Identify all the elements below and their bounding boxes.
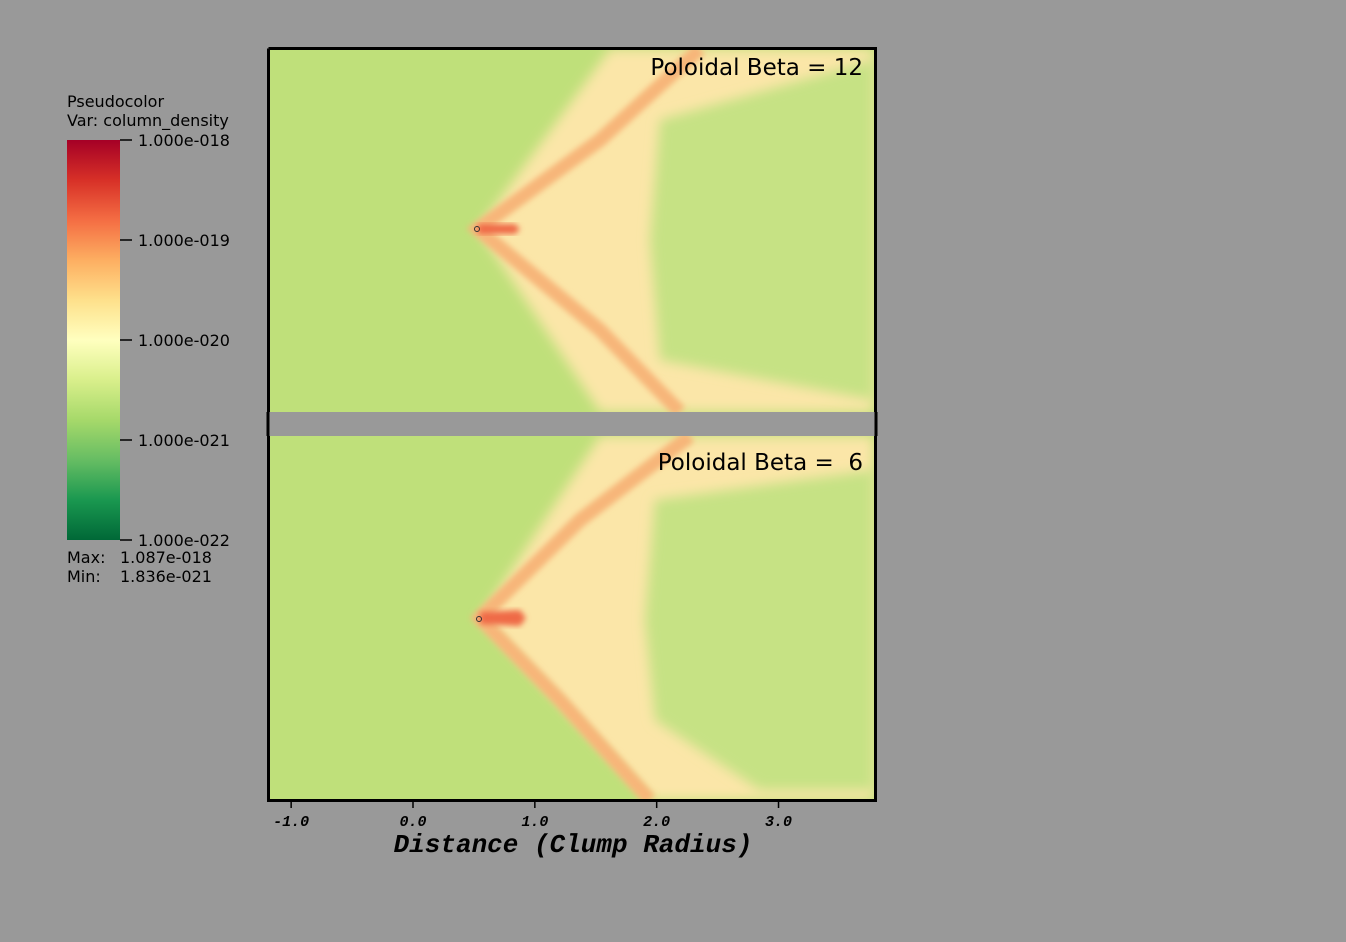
panel-image	[270, 436, 874, 800]
colorbar-tick-label: 1.000e-021	[138, 431, 230, 450]
colorbar-tick-label: 1.000e-022	[138, 531, 230, 550]
legend-variable: Var: column_density	[67, 111, 229, 131]
panel-gap	[268, 412, 876, 436]
colorbar	[67, 140, 120, 540]
frame	[267, 47, 877, 802]
x-tick-label: 2.0	[643, 814, 670, 831]
panel-title: Poloidal Beta = 6	[658, 450, 863, 476]
panel-title: Poloidal Beta = 12	[650, 55, 863, 81]
x-tick-label: 0.0	[399, 814, 426, 831]
x-tick-label: 1.0	[521, 814, 548, 831]
legend-title: Pseudocolor	[67, 92, 164, 111]
extrema-value: 1.836e-021	[120, 567, 212, 586]
x-tick-label: -1.0	[273, 814, 309, 831]
x-axis-label: Distance (Clump Radius)	[394, 830, 753, 860]
extrema-name: Min:	[67, 567, 101, 586]
colorbar-tick-label: 1.000e-020	[138, 331, 230, 350]
extrema-name: Max:	[67, 548, 105, 567]
colorbar-tick-label: 1.000e-019	[138, 231, 230, 250]
colorbar-tick-label: 1.000e-018	[138, 131, 230, 150]
x-tick-label: 3.0	[765, 814, 792, 831]
extrema-value: 1.087e-018	[120, 548, 212, 567]
panel-image	[270, 49, 874, 412]
